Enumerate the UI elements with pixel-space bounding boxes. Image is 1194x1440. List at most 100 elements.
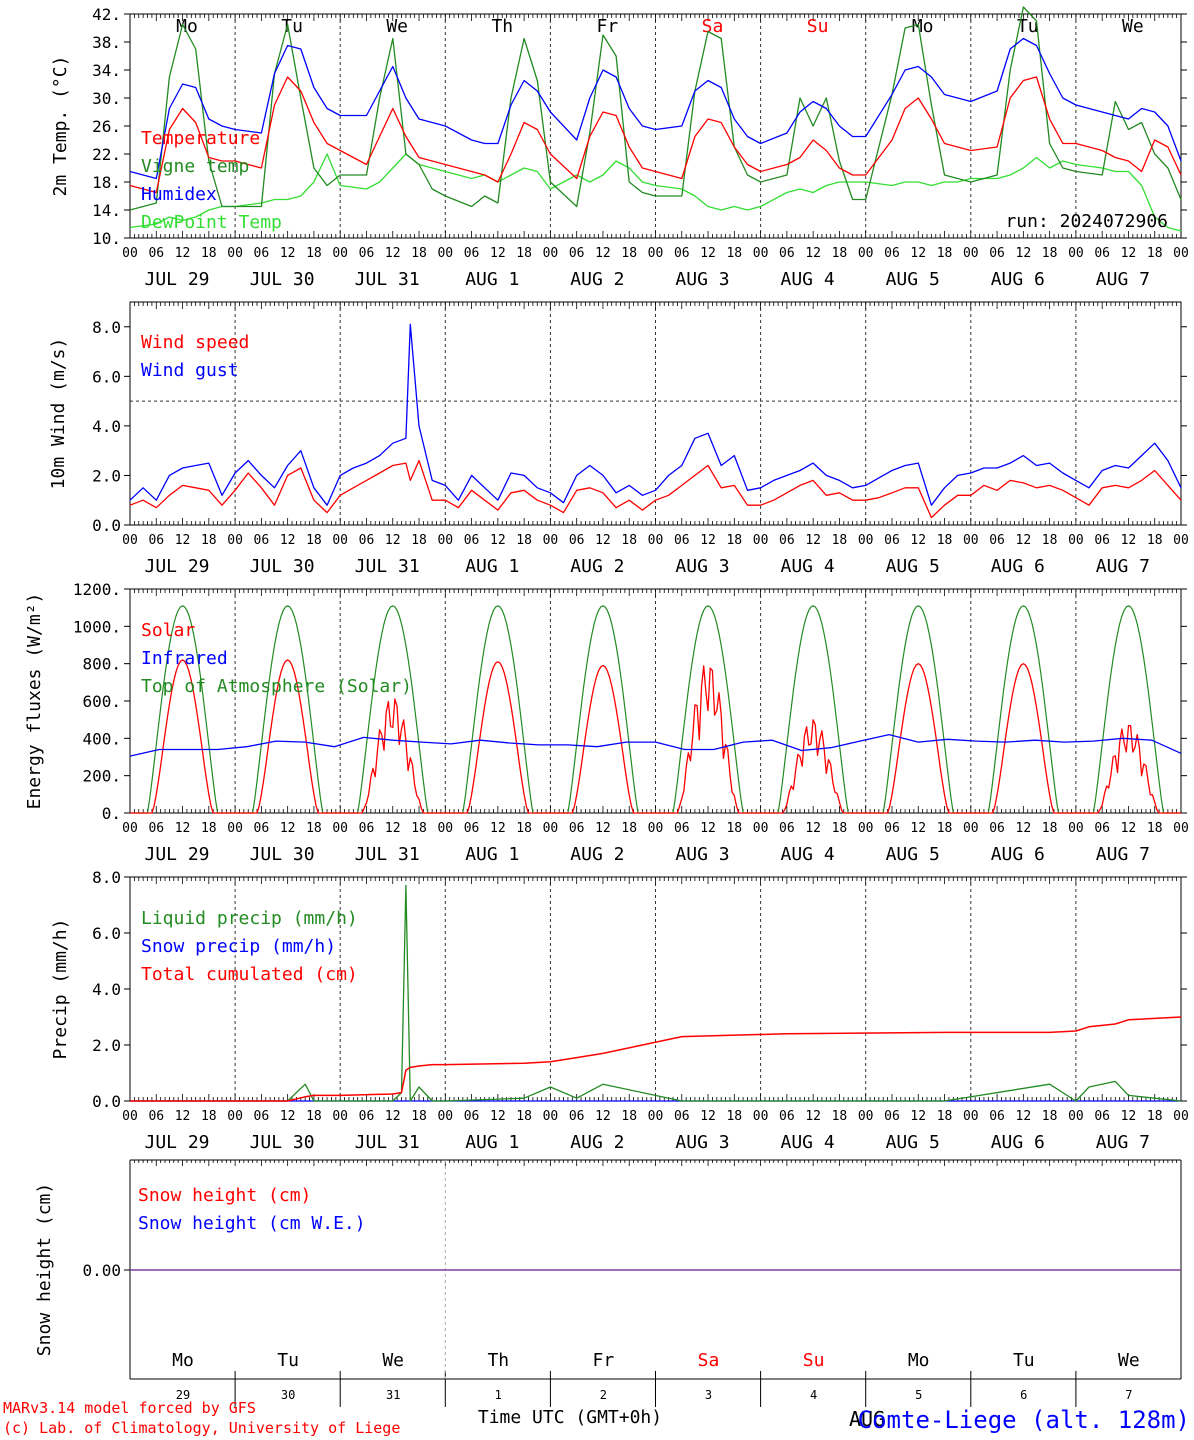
hour-tick-label: 00 <box>437 1109 453 1124</box>
date-label: JUL 30 <box>250 1132 315 1153</box>
hour-tick-label: 12 <box>910 533 926 548</box>
date-label: AUG 7 <box>1096 269 1150 290</box>
y-axis-label: Snow height (cm) <box>34 1183 55 1356</box>
day-number: 6 <box>1020 1388 1027 1402</box>
hour-tick-label: 18 <box>306 1109 322 1124</box>
hour-tick-label: 00 <box>332 821 348 836</box>
series-line-infrared <box>129 733 1182 757</box>
hour-tick-label: 06 <box>569 533 585 548</box>
y-tick-label: 200. <box>82 767 121 786</box>
hour-tick-label: 00 <box>648 533 664 548</box>
hour-tick-label: 18 <box>726 1109 742 1124</box>
hour-tick-label: 00 <box>1173 821 1189 836</box>
credit-line: MARv3.14 model forced by GFS <box>3 1399 256 1417</box>
date-label: AUG 4 <box>781 269 835 290</box>
hour-tick-label: 18 <box>516 1109 532 1124</box>
weekday-label: Th <box>491 16 513 37</box>
hour-tick-label: 18 <box>411 1109 427 1124</box>
hour-tick-label: 12 <box>805 246 821 261</box>
legend-entry: Vigne temp <box>141 156 249 177</box>
hour-tick-label: 12 <box>175 821 191 836</box>
date-label: AUG 2 <box>570 556 624 577</box>
hour-tick-label: 06 <box>464 246 480 261</box>
y-tick-label: 34. <box>92 61 121 80</box>
date-label: AUG 2 <box>570 844 624 865</box>
hour-tick-label: 12 <box>700 1109 716 1124</box>
legend-entry: Wind gust <box>141 360 239 381</box>
hour-tick-label: 12 <box>280 533 296 548</box>
date-label: AUG 2 <box>570 269 624 290</box>
y-tick-label: 14. <box>92 201 121 220</box>
date-label: JUL 31 <box>355 269 420 290</box>
weekday-label: Mo <box>172 1350 194 1371</box>
hour-tick-label: 12 <box>1121 821 1137 836</box>
hour-tick-label: 18 <box>832 821 848 836</box>
weekday-label: Tu <box>1017 16 1039 37</box>
hour-tick-label: 12 <box>490 533 506 548</box>
date-label: AUG 3 <box>675 844 729 865</box>
hour-tick-label: 06 <box>359 246 375 261</box>
hour-tick-label: 12 <box>490 1109 506 1124</box>
hour-tick-label: 12 <box>490 821 506 836</box>
date-label: AUG 4 <box>781 556 835 577</box>
weekday-label: We <box>382 1350 404 1371</box>
hour-tick-label: 00 <box>227 246 243 261</box>
series-line-3 <box>129 153 1182 232</box>
hour-tick-label: 06 <box>884 821 900 836</box>
date-label: AUG 2 <box>570 1132 624 1153</box>
date-label: AUG 4 <box>781 1132 835 1153</box>
legend-entry: DewPoint Temp <box>141 212 282 233</box>
y-axis-label: 2m Temp. (°C) <box>50 56 71 197</box>
hour-tick-label: 12 <box>280 1109 296 1124</box>
hour-tick-label: 18 <box>937 533 953 548</box>
hour-tick-label: 12 <box>700 821 716 836</box>
hour-tick-label: 18 <box>1147 533 1163 548</box>
hour-tick-label: 18 <box>621 246 637 261</box>
hour-tick-label: 12 <box>910 246 926 261</box>
station-label: Comte-Liege (alt. 128m) <box>858 1406 1190 1434</box>
date-label: AUG 4 <box>781 844 835 865</box>
hour-tick-label: 06 <box>148 1109 164 1124</box>
hour-tick-label: 00 <box>1068 1109 1084 1124</box>
day-number: 30 <box>281 1388 295 1402</box>
date-label: JUL 30 <box>250 269 315 290</box>
date-label: AUG 1 <box>465 556 519 577</box>
hour-tick-label: 06 <box>464 1109 480 1124</box>
date-label: JUL 29 <box>144 269 209 290</box>
y-tick-label: 8.0 <box>92 318 121 337</box>
hour-tick-label: 00 <box>648 821 664 836</box>
date-label: AUG 7 <box>1096 556 1150 577</box>
hour-tick-label: 00 <box>122 1109 138 1124</box>
y-tick-label: 0.00 <box>82 1261 121 1280</box>
date-label: JUL 29 <box>144 556 209 577</box>
hour-tick-label: 12 <box>805 821 821 836</box>
y-tick-label: 6.0 <box>92 924 121 943</box>
hour-tick-label: 12 <box>175 246 191 261</box>
hour-tick-label: 18 <box>306 533 322 548</box>
plot-frame <box>129 13 1182 239</box>
date-label: JUL 30 <box>250 844 315 865</box>
hour-tick-label: 12 <box>910 821 926 836</box>
plot-frame <box>129 588 1182 814</box>
hour-tick-label: 00 <box>753 533 769 548</box>
hour-tick-label: 18 <box>201 821 217 836</box>
hour-tick-label: 18 <box>411 246 427 261</box>
y-tick-label: 30. <box>92 89 121 108</box>
hour-tick-label: 12 <box>490 246 506 261</box>
day-number: 29 <box>176 1388 190 1402</box>
hour-tick-label: 00 <box>227 533 243 548</box>
y-tick-label: 1200. <box>73 580 121 599</box>
y-tick-label: 42. <box>92 5 121 24</box>
hour-tick-label: 18 <box>201 533 217 548</box>
date-label: AUG 1 <box>465 269 519 290</box>
day-number: 1 <box>495 1388 502 1402</box>
legend-entry: Snow precip (mm/h) <box>141 936 336 957</box>
hour-tick-label: 06 <box>464 533 480 548</box>
y-tick-label: 0.0 <box>92 516 121 535</box>
hour-tick-label: 00 <box>227 821 243 836</box>
hour-tick-label: 00 <box>1068 533 1084 548</box>
date-label: AUG 1 <box>465 1132 519 1153</box>
day-number: 5 <box>915 1388 922 1402</box>
date-label: AUG 6 <box>991 556 1045 577</box>
